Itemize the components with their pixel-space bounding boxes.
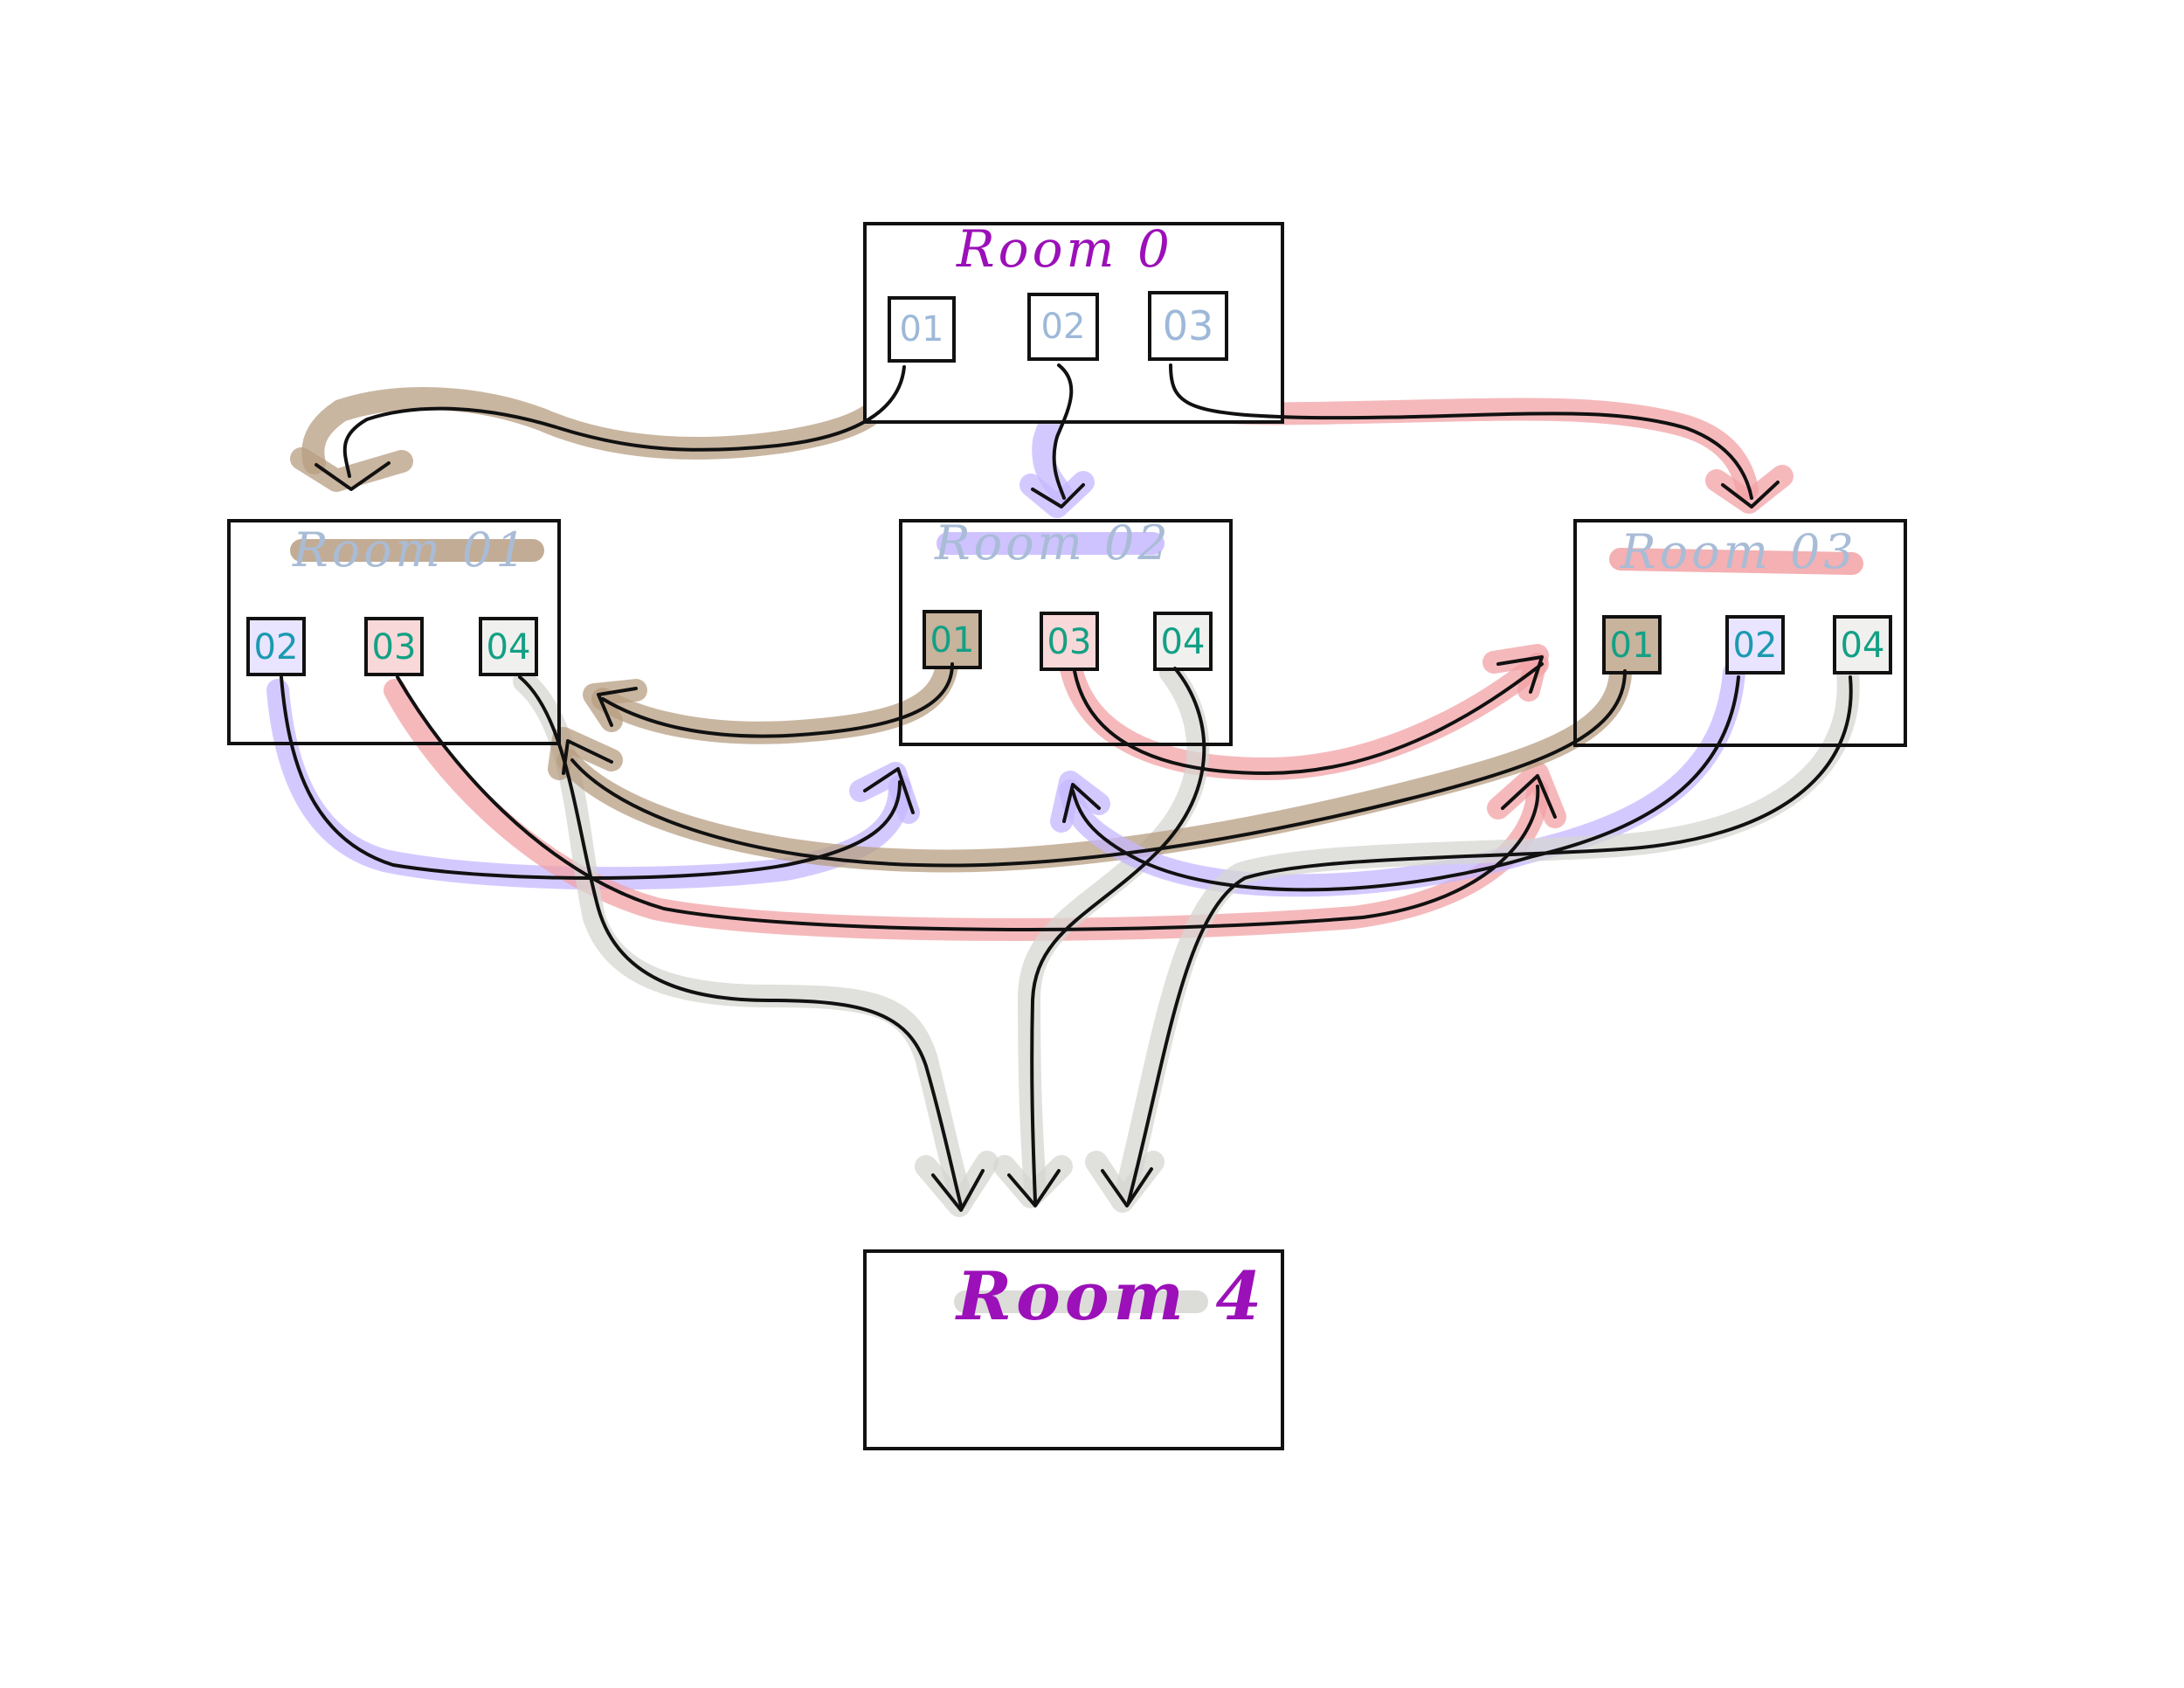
ink-room01-04-to-room4 [518, 675, 963, 1207]
ink-room0-01-to-room01 [342, 365, 906, 478]
room-02-port-03-label: 03 [1047, 622, 1092, 662]
hl-room02-04-to-room4 [1018, 661, 1210, 1200]
ink-room0-02-to-room02 [1052, 363, 1074, 500]
room-4: Room 4 [863, 1249, 1284, 1450]
room-02-port-04-label: 04 [1161, 622, 1206, 662]
room-0-title: Room 0 [956, 219, 1173, 279]
room-01-port-04-box [479, 617, 538, 676]
ink-room03-04-to-room4 [1127, 675, 1853, 1203]
room-03-port-01[interactable]: 01 [1602, 615, 1662, 675]
room-01-port-03[interactable]: 03 [364, 617, 424, 676]
ink-head-room02 [1031, 483, 1085, 508]
room-03-port-01-box [1602, 615, 1662, 675]
room-03: Room 03 01 02 04 [1573, 519, 1907, 747]
room-01-port-02-label: 02 [254, 627, 299, 668]
room-01-port-03-box [364, 617, 424, 676]
room-4-box [863, 1249, 1284, 1450]
hl-head-room02-bottom2 [1050, 771, 1110, 833]
hl-head-room4-b [993, 1155, 1073, 1208]
room-4-title: Room 4 [955, 1257, 1266, 1335]
ink-room02-03-to-room03 [1073, 662, 1544, 775]
room-02-box [899, 519, 1233, 746]
ink-room0-03-to-room03 [1169, 363, 1753, 500]
room-02-title: Room 02 [934, 515, 1171, 571]
ink-head-room4-a [931, 1169, 985, 1212]
ink-room02-04-to-room4 [1030, 667, 1206, 1203]
hl-head-room01 [290, 447, 413, 492]
room-0-port-02-box [1027, 293, 1099, 361]
hl-head-room03-left [1482, 644, 1549, 702]
room-03-box [1573, 519, 1907, 747]
hl-room0-01-to-room01 [301, 364, 909, 474]
room-02-port-03[interactable]: 03 [1040, 612, 1099, 671]
room-0: Room 0 01 02 03 [863, 219, 1284, 424]
room-03-port-01-label: 01 [1610, 626, 1655, 666]
room-0-port-02-label: 02 [1041, 307, 1086, 347]
room-0-port-03-label: 03 [1163, 302, 1214, 349]
room-02-port-01-label: 01 [930, 620, 975, 661]
room-02-port-04-box [1153, 612, 1213, 671]
ink-head-room4-b [1007, 1169, 1061, 1207]
ink-head-room4-c [1101, 1167, 1153, 1207]
ink-head-room03 [1721, 481, 1780, 508]
room-01-port-02-box [246, 617, 306, 676]
room-01-box [227, 519, 561, 745]
ink-room01-02-to-room02 [280, 675, 902, 880]
room-02-port-01-box [923, 610, 982, 669]
room-0-port-03-box [1148, 291, 1228, 361]
ink-room01-03-to-room03 [396, 675, 1540, 931]
room-02-port-04[interactable]: 04 [1153, 612, 1213, 671]
hl-room03-04-to-room4 [1116, 661, 1860, 1200]
room-01-port-03-label: 03 [372, 627, 417, 668]
room-03-port-04[interactable]: 04 [1833, 615, 1892, 675]
room-02-port-01[interactable]: 01 [923, 610, 982, 669]
room-0-port-01-box [888, 296, 956, 363]
ink-head-room03-left [1496, 655, 1544, 694]
ink-room02-01-to-room01 [601, 662, 954, 738]
room-03-port-02-box [1725, 615, 1785, 675]
ink-head-room01-bottom [562, 739, 613, 775]
room-0-port-01[interactable]: 01 [888, 296, 956, 363]
ink-head-room01 [314, 461, 390, 491]
room-03-port-02[interactable]: 02 [1725, 615, 1785, 675]
ink-head-room02-bottom2 [1062, 783, 1101, 823]
room-03-port-02-label: 02 [1733, 626, 1778, 666]
room-03-port-04-box [1833, 615, 1892, 675]
ink-head-room01-right [597, 687, 638, 727]
room03-title-highlight [1609, 548, 1863, 575]
room-03-port-04-label: 04 [1841, 626, 1885, 666]
room-02-port-03-box [1040, 612, 1099, 671]
room-01-port-04[interactable]: 04 [479, 617, 538, 676]
room-01-port-02[interactable]: 02 [246, 617, 306, 676]
room-0-port-01-label: 01 [900, 309, 944, 349]
room-0-port-03[interactable]: 03 [1148, 291, 1228, 361]
ink-head-room02-bottom [863, 767, 915, 814]
connection-ink [280, 363, 1853, 1212]
room-0-port-02[interactable]: 02 [1027, 293, 1099, 361]
room-01-title: Room 01 [292, 522, 529, 578]
room-02: Room 02 01 03 04 [899, 515, 1233, 746]
ink-room03-02-to-room02 [1071, 675, 1740, 892]
room-01-port-04-label: 04 [487, 627, 531, 668]
room-01: Room 01 02 03 04 [227, 519, 561, 745]
room-03-title: Room 03 [1620, 524, 1857, 579]
ink-head-room03-bottom [1501, 774, 1557, 819]
